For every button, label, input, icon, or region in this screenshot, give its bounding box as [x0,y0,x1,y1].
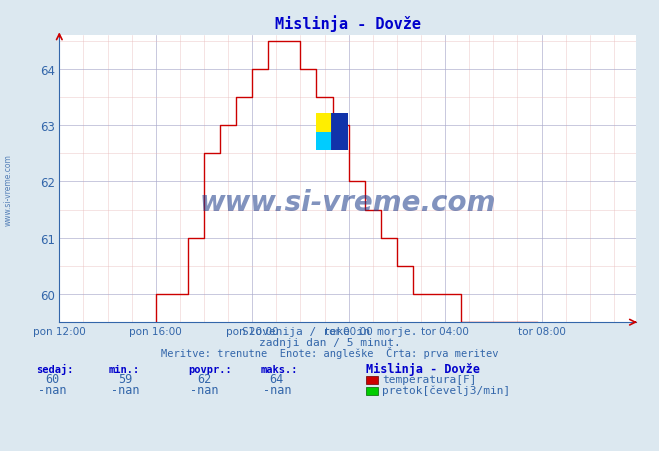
Text: povpr.:: povpr.: [188,364,231,374]
Polygon shape [316,132,331,151]
Text: www.si-vreme.com: www.si-vreme.com [3,153,13,226]
Polygon shape [331,113,348,151]
Text: -nan: -nan [190,383,219,396]
Polygon shape [331,113,348,151]
Text: zadnji dan / 5 minut.: zadnji dan / 5 minut. [258,337,401,347]
Text: -nan: -nan [38,383,67,396]
Text: www.si-vreme.com: www.si-vreme.com [200,188,496,216]
Text: 59: 59 [118,373,132,386]
Polygon shape [331,113,348,151]
Text: sedaj:: sedaj: [36,363,74,374]
Text: maks.:: maks.: [260,364,298,374]
Polygon shape [316,113,331,132]
Title: Mislinja - Dovže: Mislinja - Dovže [275,15,420,32]
Text: 64: 64 [270,373,284,386]
Text: -nan: -nan [262,383,291,396]
Polygon shape [316,113,331,132]
Text: min.:: min.: [109,364,140,374]
Polygon shape [316,132,331,151]
Text: -nan: -nan [111,383,140,396]
Text: Slovenija / reke in morje.: Slovenija / reke in morje. [242,327,417,336]
Text: 62: 62 [197,373,212,386]
Text: pretok[čevelj3/min]: pretok[čevelj3/min] [382,385,511,395]
Text: temperatura[F]: temperatura[F] [382,374,476,384]
Text: 60: 60 [45,373,60,386]
Text: Meritve: trenutne  Enote: angleške  Črta: prva meritev: Meritve: trenutne Enote: angleške Črta: … [161,346,498,358]
Text: Mislinja - Dovže: Mislinja - Dovže [366,362,480,375]
